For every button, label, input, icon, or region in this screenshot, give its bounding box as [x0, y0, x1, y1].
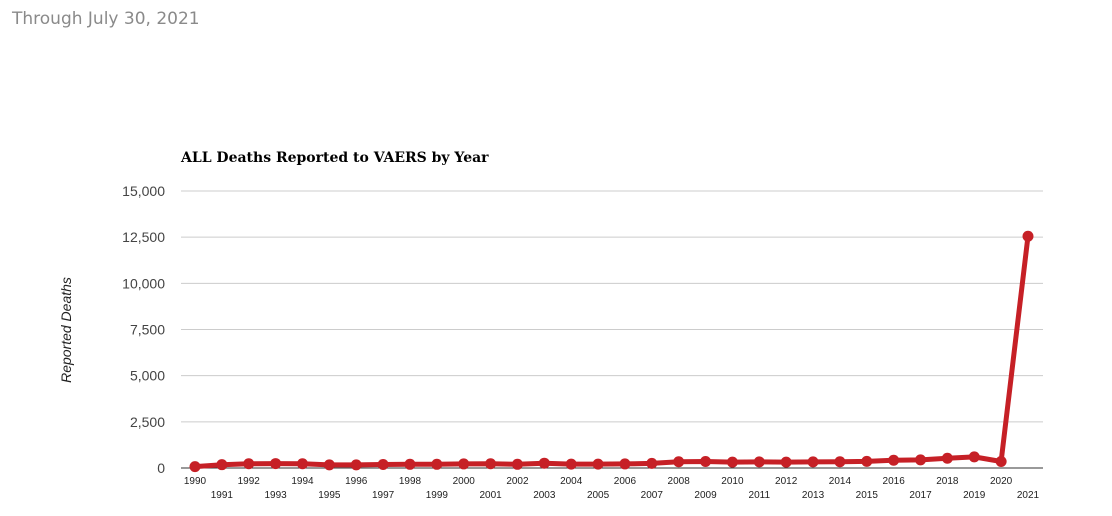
x-tick-label: 2000	[453, 476, 476, 487]
data-point[interactable]	[565, 458, 577, 470]
x-tick-label: 2020	[990, 476, 1013, 487]
x-tick-label: 2018	[936, 476, 959, 487]
chart-title: ALL Deaths Reported to VAERS by Year	[181, 150, 489, 166]
y-tick-label: 10,000	[122, 275, 165, 291]
data-point[interactable]	[377, 458, 389, 470]
y-tick-label: 12,500	[122, 229, 165, 245]
x-tick-label: 1996	[345, 476, 368, 487]
data-point[interactable]	[592, 458, 604, 470]
x-tick-label: 1995	[318, 490, 341, 501]
y-tick-label: 15,000	[122, 183, 165, 199]
data-point[interactable]	[673, 456, 685, 468]
x-tick-label: 2016	[883, 476, 906, 487]
x-tick-label: 1994	[291, 476, 314, 487]
data-point[interactable]	[834, 456, 846, 468]
y-axis-label: Reported Deaths	[58, 277, 74, 383]
data-point[interactable]	[700, 456, 712, 468]
data-point[interactable]	[511, 458, 523, 470]
subtitle: Through July 30, 2021	[12, 9, 200, 29]
x-tick-label: 2019	[963, 490, 986, 501]
data-point[interactable]	[646, 457, 658, 469]
y-tick-label: 2,500	[130, 414, 165, 430]
data-point[interactable]	[216, 459, 228, 471]
data-point[interactable]	[404, 458, 416, 470]
x-tick-label: 2001	[479, 490, 502, 501]
x-tick-label: 1991	[211, 490, 234, 501]
x-tick-label: 2006	[614, 476, 637, 487]
data-point[interactable]	[1022, 230, 1034, 242]
x-tick-label: 2017	[909, 490, 932, 501]
y-tick-label: 0	[157, 460, 165, 476]
x-tick-label: 2010	[721, 476, 744, 487]
data-point[interactable]	[807, 456, 819, 468]
x-tick-label: 2002	[506, 476, 529, 487]
data-point[interactable]	[726, 456, 738, 468]
data-point[interactable]	[941, 452, 953, 464]
data-point[interactable]	[861, 455, 873, 467]
x-tick-label: 2013	[802, 490, 825, 501]
x-tick-label: 1999	[426, 490, 449, 501]
x-tick-label: 1997	[372, 490, 395, 501]
data-point[interactable]	[538, 457, 550, 469]
data-point[interactable]	[431, 458, 443, 470]
x-tick-label: 2003	[533, 490, 556, 501]
data-point[interactable]	[753, 456, 765, 468]
data-point[interactable]	[485, 458, 497, 470]
data-point[interactable]	[780, 456, 792, 468]
data-point[interactable]	[243, 458, 255, 470]
x-tick-label: 2014	[829, 476, 852, 487]
data-point[interactable]	[619, 458, 631, 470]
series-line	[192, 233, 1031, 470]
y-axis-ticks: 0 2,500 5,000 7,500 10,000 12,500 15,000	[122, 183, 165, 476]
data-point[interactable]	[995, 456, 1007, 468]
data-point[interactable]	[968, 451, 980, 463]
data-point[interactable]	[350, 459, 362, 471]
x-tick-label: 2011	[749, 490, 771, 501]
y-tick-label: 7,500	[130, 322, 165, 338]
x-tick-label: 1990	[184, 476, 207, 487]
x-tick-label: 2012	[775, 476, 798, 487]
x-tick-label: 1998	[399, 476, 422, 487]
data-point[interactable]	[888, 454, 900, 466]
data-point[interactable]	[915, 454, 927, 466]
x-tick-label: 2005	[587, 490, 610, 501]
x-tick-label: 1992	[238, 476, 261, 487]
data-point[interactable]	[458, 458, 470, 470]
data-point[interactable]	[296, 458, 308, 470]
series-layer	[189, 230, 1034, 473]
x-tick-label: 1993	[264, 490, 287, 501]
y-tick-label: 5,000	[130, 368, 165, 384]
data-point[interactable]	[270, 458, 282, 470]
x-tick-label: 2008	[668, 476, 691, 487]
x-tick-label: 2009	[694, 490, 717, 501]
x-tick-label: 2021	[1017, 490, 1040, 501]
x-tick-label: 2015	[856, 490, 879, 501]
grid-lines	[181, 190, 1043, 469]
data-point[interactable]	[323, 459, 335, 471]
x-tick-label: 2007	[641, 490, 664, 501]
x-tick-label: 2004	[560, 476, 583, 487]
data-point[interactable]	[189, 461, 201, 473]
